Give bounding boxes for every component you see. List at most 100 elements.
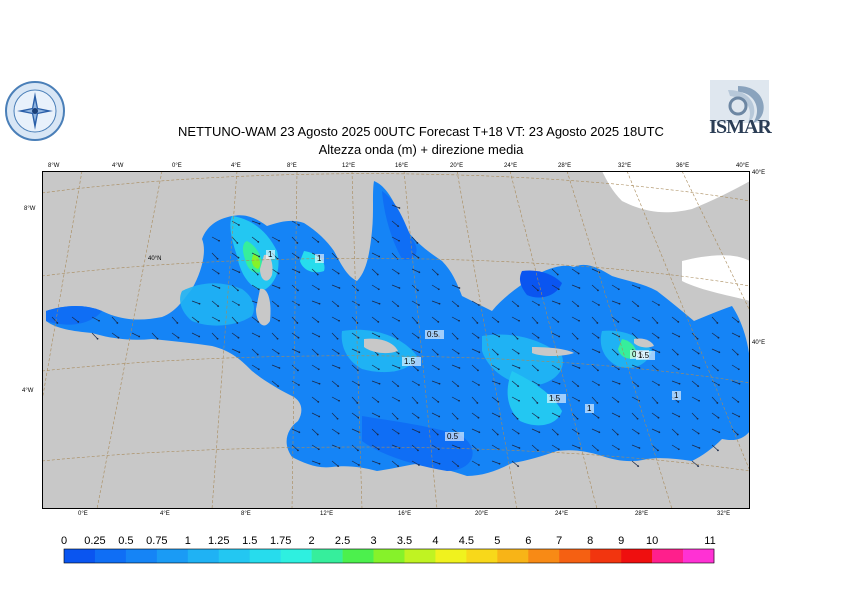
direction-arrow-head — [358, 464, 360, 466]
direction-arrow — [491, 364, 499, 370]
direction-arrow — [671, 428, 678, 435]
direction-arrow — [611, 348, 618, 355]
direction-arrow-head — [576, 417, 579, 420]
direction-arrow — [271, 316, 280, 322]
direction-arrow — [451, 316, 460, 322]
direction-arrow — [411, 380, 420, 386]
colorbar-label: 0.5 — [118, 535, 133, 547]
colorbar-swatch — [280, 549, 312, 563]
direction-arrow-head — [477, 449, 479, 452]
bottom-tick-label: 20°E — [475, 511, 489, 517]
direction-arrow-head — [356, 402, 359, 404]
direction-arrow — [331, 444, 340, 449]
direction-arrow — [631, 316, 640, 322]
direction-arrow — [631, 380, 639, 387]
direction-arrow-head — [317, 448, 320, 451]
direction-arrow — [651, 332, 659, 338]
direction-arrow-head — [198, 335, 201, 338]
direction-arrow-head — [518, 319, 520, 322]
direction-arrow-head — [438, 462, 441, 465]
direction-arrow-head — [237, 256, 240, 259]
direction-arrow — [591, 316, 598, 324]
direction-arrow-head — [256, 273, 259, 276]
direction-arrow — [711, 412, 719, 418]
bottom-tick-label: 4°E — [160, 511, 170, 517]
direction-arrow — [571, 268, 579, 274]
direction-arrow — [691, 332, 698, 339]
colorbar-label: 3 — [370, 535, 376, 547]
direction-arrow-head — [216, 257, 219, 260]
direction-arrow — [731, 364, 739, 370]
direction-arrow — [491, 412, 500, 417]
direction-arrow-head — [436, 353, 439, 356]
direction-arrow-head — [697, 385, 700, 388]
contour-label-bg — [402, 357, 421, 366]
direction-arrow — [371, 460, 380, 465]
direction-arrow-head — [617, 448, 620, 451]
direction-arrow — [731, 332, 740, 337]
direction-arrow — [311, 348, 318, 355]
direction-arrow-head — [297, 369, 299, 372]
direction-arrow-head — [398, 367, 401, 369]
direction-arrow — [391, 396, 400, 402]
direction-arrow-head — [317, 241, 320, 243]
direction-arrow-head — [316, 353, 319, 356]
direction-arrow — [411, 396, 418, 404]
contour-label-bg — [547, 394, 566, 403]
direction-arrow — [451, 396, 460, 402]
direction-arrow-head — [577, 385, 580, 388]
direction-arrow — [391, 428, 399, 434]
direction-arrow — [491, 444, 499, 450]
direction-arrow-head — [597, 416, 600, 419]
colorbar-swatch — [311, 549, 343, 563]
bottom-tick-label: 12°E — [320, 511, 334, 517]
direction-arrow — [571, 300, 579, 307]
direction-arrow — [71, 316, 79, 323]
colorbar-swatch — [187, 549, 220, 563]
direction-arrow — [391, 252, 398, 259]
direction-arrow — [211, 316, 220, 322]
direction-arrow-head — [277, 385, 280, 388]
direction-arrow-head — [418, 384, 420, 386]
contour-label: 0.5 — [427, 330, 439, 339]
direction-arrow — [191, 300, 200, 305]
direction-arrow-head — [278, 239, 280, 242]
direction-arrow-head — [598, 431, 601, 434]
direction-arrow — [471, 412, 479, 418]
direction-arrow-head — [278, 319, 280, 322]
direction-arrow-head — [437, 321, 440, 323]
direction-arrow-head — [357, 449, 359, 452]
direction-arrow — [431, 396, 439, 403]
direction-arrow-head — [437, 401, 440, 403]
direction-arrow-head — [397, 352, 400, 355]
direction-arrow-head — [116, 322, 119, 324]
colorbar-swatch — [652, 549, 684, 563]
direction-arrow — [231, 284, 239, 291]
direction-arrow — [211, 252, 218, 259]
direction-arrow — [671, 364, 679, 370]
direction-arrow-head — [256, 353, 259, 356]
direction-arrow-head — [496, 433, 499, 436]
direction-arrow — [431, 300, 440, 305]
direction-arrow-head — [477, 369, 479, 372]
direction-arrow-head — [677, 368, 680, 371]
direction-arrow-head — [418, 304, 420, 306]
direction-arrow-head — [437, 368, 440, 371]
direction-arrow-head — [336, 257, 339, 260]
direction-arrow — [271, 236, 280, 242]
direction-arrow — [111, 332, 119, 338]
direction-arrow-head — [417, 256, 420, 259]
direction-arrow-head — [576, 337, 579, 340]
direction-arrow-head — [638, 319, 640, 322]
direction-arrow — [331, 428, 339, 434]
direction-arrow-head — [257, 368, 260, 371]
direction-arrow — [311, 364, 319, 370]
direction-arrow — [511, 412, 518, 419]
direction-arrow — [571, 412, 578, 419]
direction-arrow-head — [377, 321, 380, 323]
direction-arrow-head — [338, 447, 341, 449]
map-title: NETTUNO-WAM 23 Agosto 2025 00UTC Forecas… — [178, 124, 664, 139]
direction-arrow-head — [617, 321, 620, 323]
direction-arrow-head — [417, 336, 420, 339]
direction-arrow — [311, 444, 319, 450]
